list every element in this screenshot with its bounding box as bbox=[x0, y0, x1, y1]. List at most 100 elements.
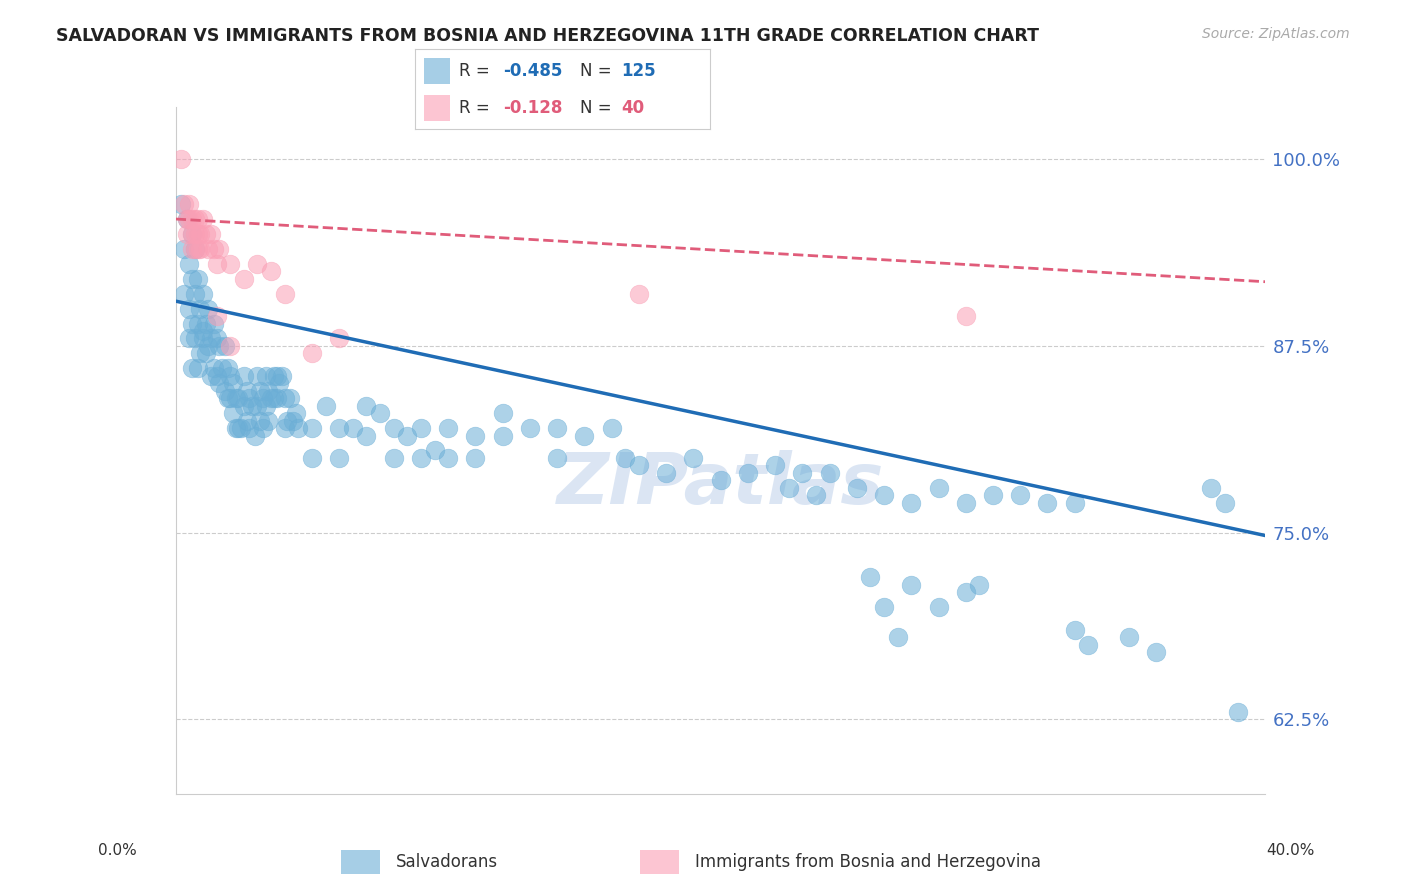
Point bbox=[423, 443, 446, 458]
Point bbox=[179, 331, 201, 345]
Point bbox=[546, 421, 568, 435]
Point bbox=[263, 368, 285, 383]
Point bbox=[179, 257, 201, 271]
Point bbox=[342, 421, 364, 435]
Point bbox=[955, 309, 977, 323]
Point bbox=[184, 212, 207, 227]
Point bbox=[437, 421, 460, 435]
Bar bbox=[423, 95, 450, 120]
Point bbox=[763, 458, 786, 473]
Point bbox=[328, 421, 350, 435]
Point bbox=[278, 391, 301, 405]
Point bbox=[737, 466, 759, 480]
Point bbox=[194, 317, 217, 331]
Point bbox=[260, 264, 283, 278]
Point bbox=[186, 227, 209, 241]
Point bbox=[1063, 496, 1085, 510]
Point bbox=[232, 399, 254, 413]
Point bbox=[274, 421, 297, 435]
Point bbox=[240, 399, 263, 413]
Point bbox=[208, 376, 231, 391]
Point bbox=[263, 391, 285, 405]
Point bbox=[252, 391, 274, 405]
Point bbox=[409, 450, 432, 465]
Point bbox=[197, 242, 219, 256]
Point bbox=[173, 197, 195, 211]
Point bbox=[382, 421, 405, 435]
Point bbox=[492, 428, 515, 442]
Point bbox=[1077, 638, 1099, 652]
Point bbox=[184, 331, 207, 345]
Point bbox=[176, 227, 198, 241]
Point bbox=[1118, 630, 1140, 644]
Point bbox=[181, 317, 204, 331]
Point bbox=[382, 450, 405, 465]
Point bbox=[219, 339, 242, 353]
Point bbox=[214, 339, 236, 353]
Point bbox=[257, 414, 280, 428]
Point bbox=[181, 227, 204, 241]
Point bbox=[181, 212, 204, 227]
Point bbox=[464, 450, 486, 465]
Point bbox=[191, 331, 214, 345]
Point bbox=[194, 227, 217, 241]
Point bbox=[235, 414, 257, 428]
Point bbox=[287, 421, 309, 435]
Bar bbox=[340, 850, 380, 873]
Point bbox=[188, 346, 211, 360]
Point bbox=[200, 227, 222, 241]
Point bbox=[200, 331, 222, 345]
Point bbox=[228, 391, 250, 405]
Point bbox=[627, 458, 650, 473]
Point bbox=[845, 481, 868, 495]
Point bbox=[211, 361, 233, 376]
Point bbox=[492, 406, 515, 420]
Point bbox=[328, 331, 350, 345]
Text: R =: R = bbox=[458, 62, 495, 79]
Point bbox=[222, 376, 245, 391]
Point bbox=[184, 242, 207, 256]
Point bbox=[328, 450, 350, 465]
Point bbox=[231, 421, 253, 435]
Point bbox=[900, 578, 922, 592]
Text: -0.128: -0.128 bbox=[503, 99, 562, 117]
Point bbox=[1010, 488, 1032, 502]
Point bbox=[228, 421, 250, 435]
Point bbox=[184, 227, 207, 241]
Point bbox=[184, 242, 207, 256]
Text: 125: 125 bbox=[621, 62, 657, 79]
Point bbox=[176, 212, 198, 227]
Point bbox=[1063, 623, 1085, 637]
Point bbox=[181, 271, 204, 285]
Point bbox=[928, 481, 950, 495]
Point bbox=[219, 257, 242, 271]
Point bbox=[396, 428, 419, 442]
Point bbox=[217, 391, 239, 405]
Point bbox=[356, 428, 378, 442]
Point bbox=[271, 368, 294, 383]
Point bbox=[249, 384, 271, 398]
Point bbox=[778, 481, 800, 495]
Text: ZIPatlas: ZIPatlas bbox=[557, 450, 884, 519]
Point bbox=[368, 406, 391, 420]
Point bbox=[188, 227, 211, 241]
Point bbox=[232, 271, 254, 285]
Point bbox=[682, 450, 704, 465]
Point bbox=[969, 578, 991, 592]
Point bbox=[173, 242, 195, 256]
Point bbox=[181, 242, 204, 256]
Point bbox=[170, 197, 193, 211]
Point bbox=[260, 391, 283, 405]
Point bbox=[1227, 705, 1250, 719]
Point bbox=[301, 421, 323, 435]
Point bbox=[191, 324, 214, 338]
Point bbox=[191, 212, 214, 227]
Text: 40.0%: 40.0% bbox=[1267, 843, 1315, 858]
Text: 40: 40 bbox=[621, 99, 644, 117]
Text: SALVADORAN VS IMMIGRANTS FROM BOSNIA AND HERZEGOVINA 11TH GRADE CORRELATION CHAR: SALVADORAN VS IMMIGRANTS FROM BOSNIA AND… bbox=[56, 27, 1039, 45]
Point bbox=[873, 600, 896, 615]
Point bbox=[818, 466, 841, 480]
Point bbox=[205, 257, 228, 271]
Point bbox=[208, 339, 231, 353]
Point bbox=[179, 212, 201, 227]
